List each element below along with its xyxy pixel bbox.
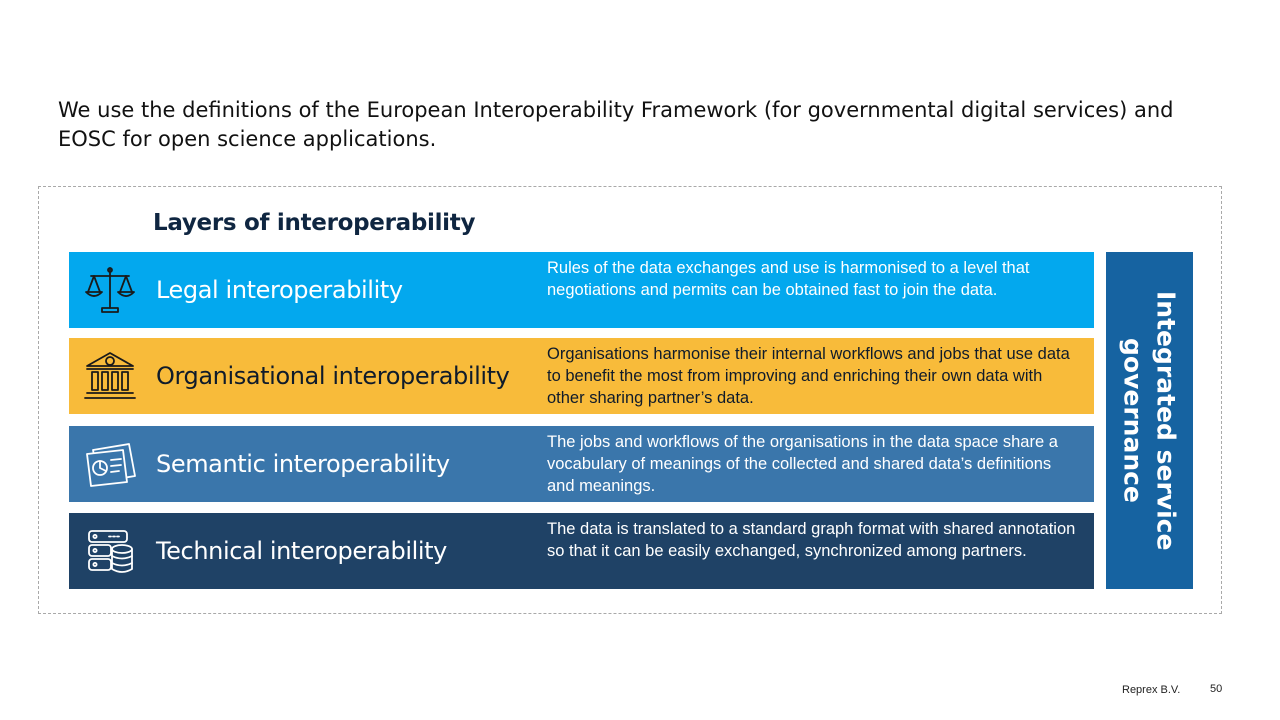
diagram-frame	[38, 186, 1222, 614]
scales-icon	[83, 264, 137, 316]
governance-bar: Integrated service governance	[1106, 252, 1193, 589]
layer-description: The data is translated to a standard gra…	[547, 520, 1076, 560]
intro-text: We use the definitions of the European I…	[58, 98, 1174, 151]
layer-description: The jobs and workflows of the organisati…	[547, 433, 1058, 495]
layer-legal: Legal interoperability Rules of the data…	[69, 252, 1094, 328]
layer-name: Organisational interoperability	[156, 362, 510, 390]
diagram-title: Layers of interoperability	[153, 210, 476, 236]
layer-name: Legal interoperability	[156, 276, 403, 304]
layer-organisational: Organisational interoperability Organisa…	[69, 338, 1094, 414]
page-number: 50	[1210, 683, 1223, 695]
governance-label: Integrated service governance	[1118, 290, 1181, 551]
bank-icon	[83, 350, 137, 402]
layer-technical: Technical interoperability The data is t…	[69, 513, 1094, 589]
layer-description: Organisations harmonise their internal w…	[547, 345, 1070, 407]
footer-company: Reprex B.V.	[1122, 684, 1181, 696]
layer-name: Technical interoperability	[156, 537, 447, 565]
layer-description: Rules of the data exchanges and use is h…	[547, 259, 1030, 299]
server-database-icon	[83, 525, 137, 577]
document-chart-icon	[83, 438, 137, 490]
layer-semantic: Semantic interoperability The jobs and w…	[69, 426, 1094, 502]
layer-name: Semantic interoperability	[156, 450, 450, 478]
